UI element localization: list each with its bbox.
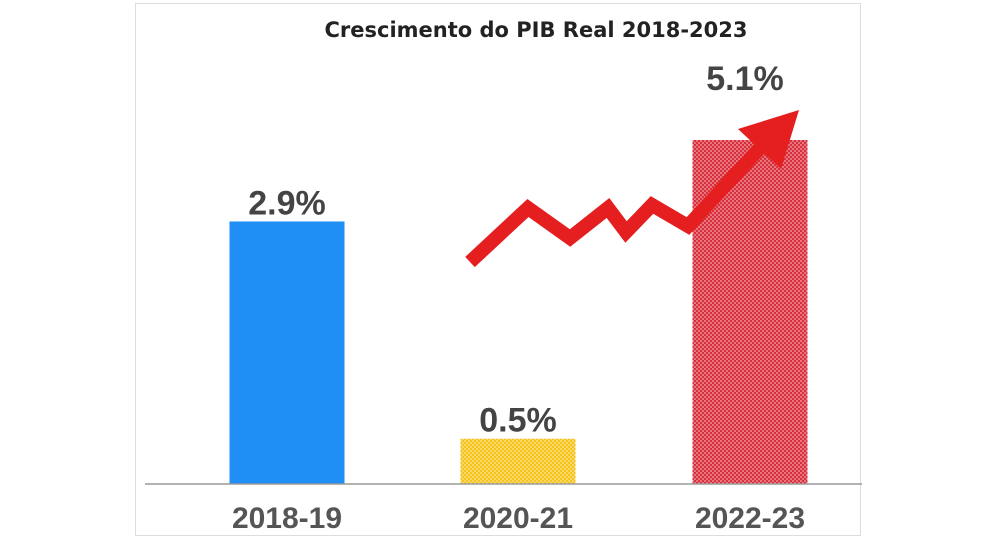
x-tick-label-2018-19: 2018-19 xyxy=(232,502,342,535)
bar-2020-21 xyxy=(460,438,576,484)
trend-up-arrow xyxy=(465,110,799,268)
x-tick-label-2022-23: 2022-23 xyxy=(695,502,805,535)
chart-title: Crescimento do PIB Real 2018-2023 xyxy=(324,18,747,42)
value-label-2018-19: 2.9% xyxy=(248,184,326,222)
value-label-2020-21: 0.5% xyxy=(479,402,557,440)
bar-2022-23 xyxy=(692,140,808,484)
value-label-2022-23: 5.1% xyxy=(706,60,784,98)
bar-2018-19 xyxy=(229,221,345,484)
x-tick-label-2020-21: 2020-21 xyxy=(463,502,573,535)
